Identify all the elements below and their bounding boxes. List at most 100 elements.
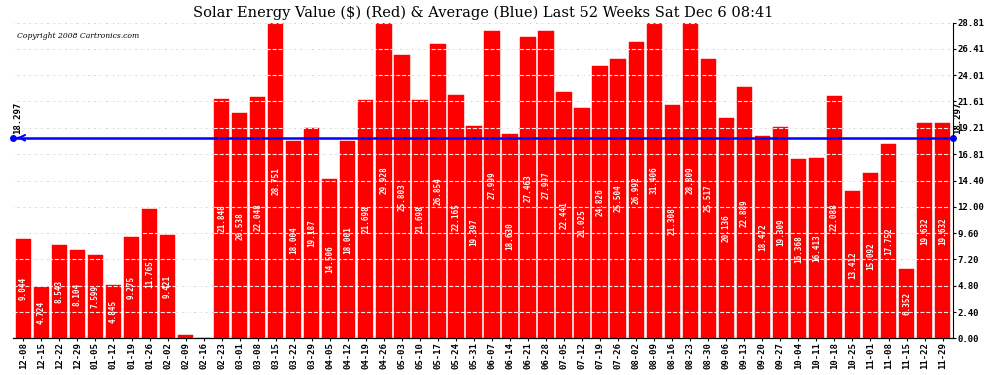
Bar [863,173,878,338]
Text: 21.025: 21.025 [577,209,587,237]
Bar [539,32,553,338]
Bar [448,95,463,338]
Text: 17.752: 17.752 [884,227,893,255]
Text: 19.632: 19.632 [939,217,947,244]
Bar [556,92,572,338]
Bar [466,126,481,338]
Text: 16.413: 16.413 [812,234,821,262]
Bar [502,134,518,338]
Text: 27.999: 27.999 [487,171,497,199]
Bar [232,113,248,338]
Text: 9.275: 9.275 [127,276,136,299]
Text: 25.504: 25.504 [614,185,623,213]
Bar [88,255,103,338]
Bar [917,123,933,338]
Bar [124,237,140,338]
Bar [268,23,283,338]
Bar [737,87,752,338]
Bar [899,269,914,338]
Text: 27.463: 27.463 [524,174,533,202]
Text: 25.517: 25.517 [704,184,713,212]
Bar [51,245,67,338]
Bar [160,235,175,338]
Bar [611,59,626,338]
Bar [719,118,734,338]
Text: 18.297: 18.297 [13,102,22,135]
Title: Solar Energy Value ($) (Red) & Average (Blue) Last 52 Weeks Sat Dec 6 08:41: Solar Energy Value ($) (Red) & Average (… [193,6,773,20]
Text: 27.997: 27.997 [542,171,550,199]
Bar [431,44,446,338]
Text: 20.136: 20.136 [722,214,731,242]
Bar [646,0,662,338]
Text: 8.104: 8.104 [73,282,82,306]
Bar [844,191,860,338]
Bar [791,159,806,338]
Bar [214,99,230,338]
Text: 22.889: 22.889 [740,199,748,227]
Text: 22.088: 22.088 [830,203,839,231]
Bar [341,141,355,338]
Bar [773,127,788,338]
Bar [69,249,85,338]
Bar [682,22,698,338]
Text: Copyright 2008 Cartronics.com: Copyright 2008 Cartronics.com [17,32,140,40]
Text: 21.308: 21.308 [667,208,677,236]
Text: 18.472: 18.472 [758,223,767,251]
Bar [827,96,842,338]
Bar [16,239,31,338]
Text: 6.352: 6.352 [902,292,911,315]
Text: 19.187: 19.187 [307,219,316,247]
Bar [881,144,896,338]
Text: 4.845: 4.845 [109,300,118,323]
Bar [106,285,121,338]
Bar [574,108,590,338]
Text: 11.765: 11.765 [145,260,154,288]
Text: 16.368: 16.368 [794,235,803,262]
Text: 24.826: 24.826 [596,188,605,216]
Text: 18.630: 18.630 [506,222,515,250]
Text: 29.928: 29.928 [379,166,388,194]
Text: 8.543: 8.543 [54,280,64,303]
Text: 15.092: 15.092 [866,242,875,270]
Bar [701,58,716,338]
Text: 25.803: 25.803 [397,183,406,211]
Bar [322,179,338,338]
Bar [935,123,950,338]
Text: 22.165: 22.165 [451,203,460,231]
Text: 20.538: 20.538 [236,212,245,240]
Bar [376,10,391,338]
Text: 9.421: 9.421 [163,275,172,298]
Text: 22.441: 22.441 [559,201,568,229]
Text: 19.309: 19.309 [776,219,785,246]
Text: 14.506: 14.506 [326,245,335,273]
Text: 21.698: 21.698 [416,206,425,233]
Bar [250,97,265,338]
Text: 19.632: 19.632 [920,217,929,244]
Bar [484,32,500,338]
Text: 9.044: 9.044 [19,277,28,300]
Text: 7.599: 7.599 [91,285,100,308]
Text: 28.809: 28.809 [686,166,695,194]
Bar [664,105,680,338]
Text: 26.992: 26.992 [632,177,641,204]
Bar [592,66,608,338]
Text: 21.848: 21.848 [217,205,226,232]
Text: 19.397: 19.397 [469,218,478,246]
Bar [304,128,320,338]
Bar [286,141,301,338]
Bar [629,42,644,338]
Text: 22.048: 22.048 [253,204,262,231]
Bar [178,335,193,338]
Bar [394,56,410,338]
Text: 18.297: 18.297 [953,102,962,135]
Bar [521,37,536,338]
Bar [358,100,373,338]
Bar [412,100,428,338]
Text: 18.004: 18.004 [289,226,298,254]
Text: 4.724: 4.724 [37,301,46,324]
Text: 18.001: 18.001 [344,226,352,254]
Text: 31.406: 31.406 [649,166,658,194]
Text: 21.698: 21.698 [361,206,370,233]
Bar [34,286,50,338]
Bar [809,158,824,338]
